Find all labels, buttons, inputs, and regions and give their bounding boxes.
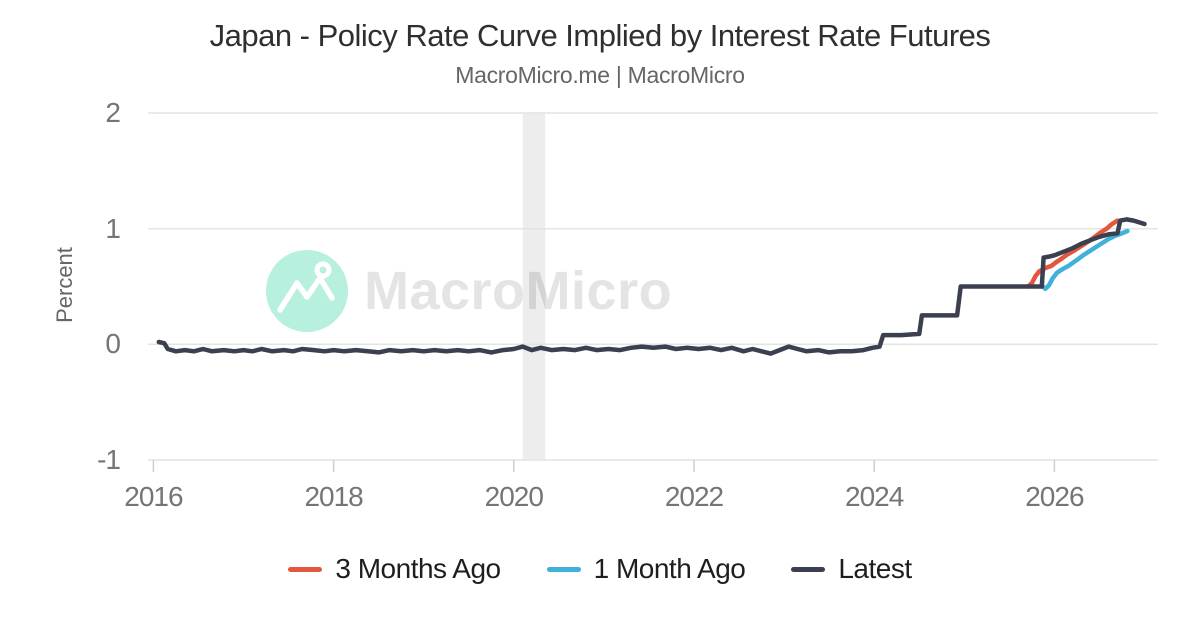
legend: 3 Months Ago 1 Month Ago Latest: [0, 553, 1200, 585]
x-tick-2018: 2018: [304, 481, 363, 512]
watermark: MacroMicro: [266, 250, 672, 332]
legend-label-latest: Latest: [838, 553, 912, 584]
legend-item-latest[interactable]: Latest: [791, 553, 912, 585]
y-tick-2: 2: [105, 97, 121, 128]
y-tick-0: 0: [105, 328, 121, 360]
legend-label-1-month-ago: 1 Month Ago: [593, 553, 746, 584]
x-tick-2024: 2024: [845, 481, 904, 512]
x-tick-2016: 2016: [124, 481, 183, 512]
chart-title: Japan - Policy Rate Curve Implied by Int…: [209, 18, 991, 53]
y-tick-neg1: -1: [97, 444, 121, 475]
x-tick-2022: 2022: [664, 481, 724, 512]
macromicro-logo-icon: [266, 250, 348, 332]
y-tick-1: 1: [105, 212, 121, 244]
legend-item-1-month-ago[interactable]: 1 Month Ago: [546, 553, 746, 585]
x-tick-2026: 2026: [1025, 481, 1084, 512]
legend-swatch-3-months-ago: [288, 566, 323, 572]
legend-swatch-1-month-ago: [546, 566, 581, 572]
legend-item-3-months-ago[interactable]: 3 Months Ago: [288, 553, 501, 585]
legend-label-3-months-ago: 3 Months Ago: [335, 553, 501, 584]
chart-subtitle: MacroMicro.me | MacroMicro: [455, 62, 745, 88]
x-tick-2020: 2020: [484, 481, 544, 512]
watermark-text: MacroMicro: [364, 261, 673, 321]
legend-swatch-latest: [791, 566, 826, 572]
